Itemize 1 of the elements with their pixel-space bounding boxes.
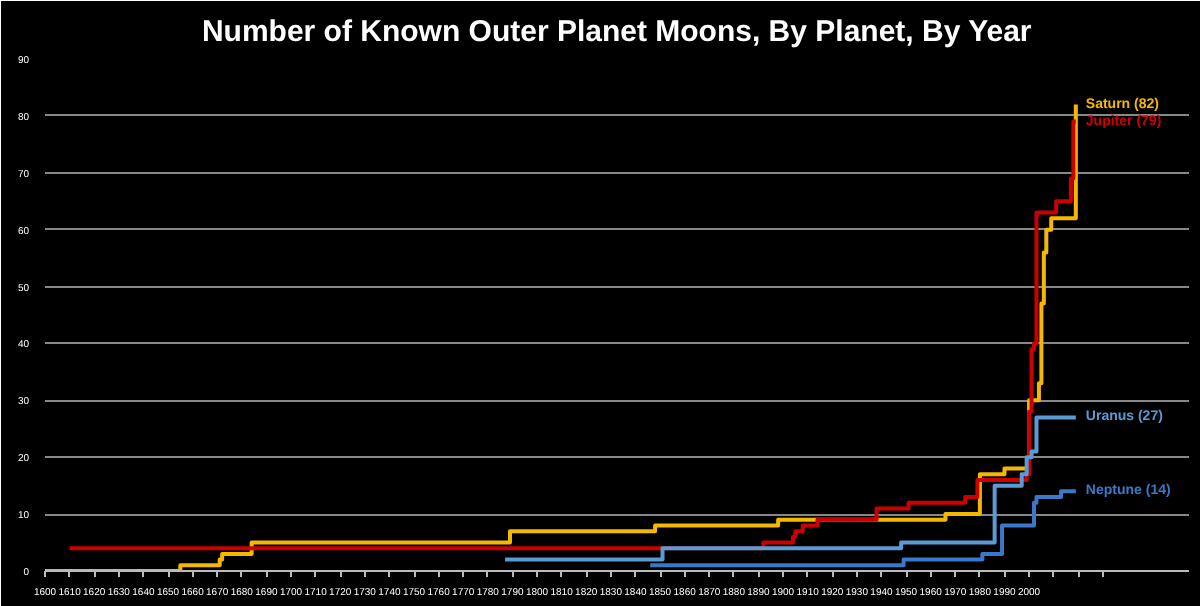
chart-title: Number of Known Outer Planet Moons, By Planet, By Year <box>201 15 1032 49</box>
